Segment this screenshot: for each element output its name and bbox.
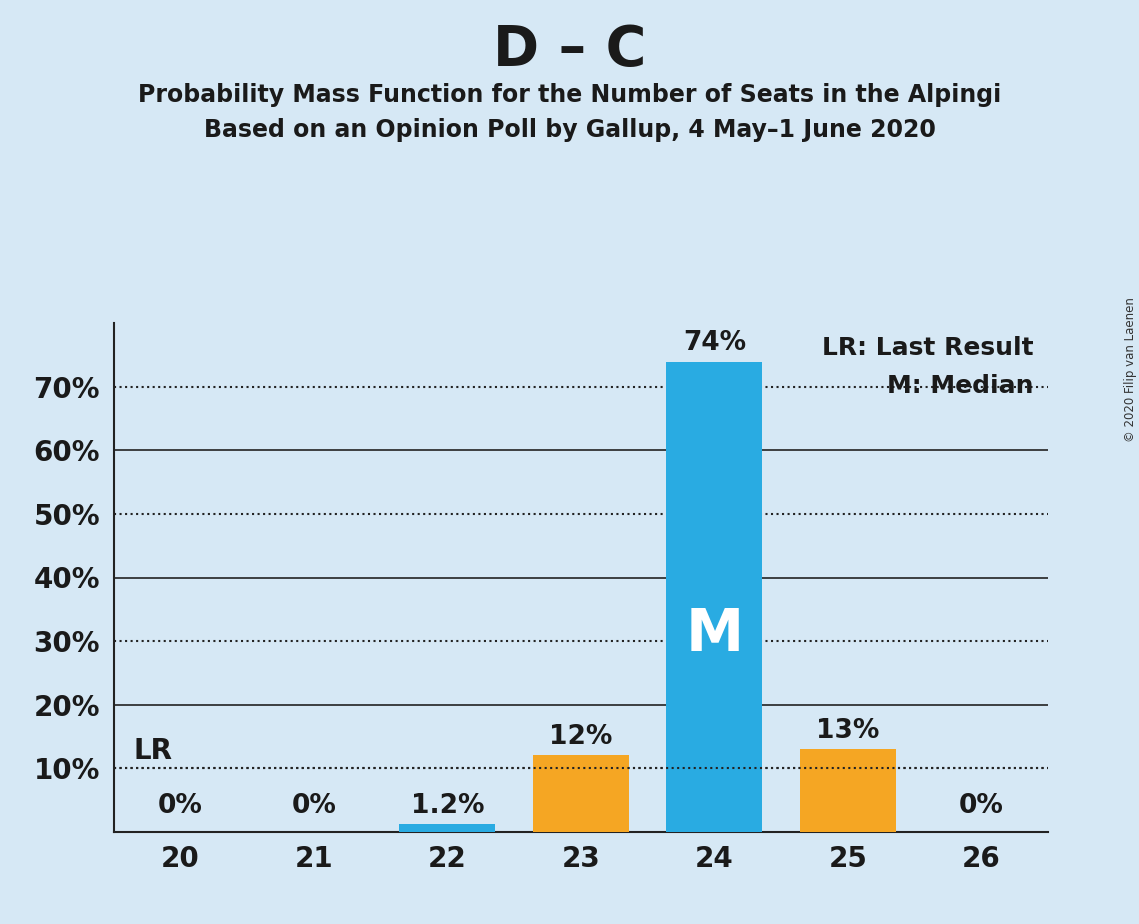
Text: 13%: 13% [816,718,879,744]
Text: 0%: 0% [292,793,336,820]
Bar [400,824,495,832]
Text: 74%: 74% [682,331,746,357]
Text: 12%: 12% [549,724,613,750]
Bar [533,756,629,832]
Bar [800,749,895,832]
Text: M: M [686,605,744,663]
Text: © 2020 Filip van Laenen: © 2020 Filip van Laenen [1124,298,1137,442]
Text: Probability Mass Function for the Number of Seats in the Alpingi: Probability Mass Function for the Number… [138,83,1001,107]
Text: M: Median: M: Median [887,374,1034,398]
Text: LR: Last Result: LR: Last Result [822,336,1034,360]
Text: 0%: 0% [158,793,203,820]
Text: LR: LR [134,737,173,765]
Bar [666,361,762,832]
Text: 1.2%: 1.2% [411,793,484,819]
Text: Based on an Opinion Poll by Gallup, 4 May–1 June 2020: Based on an Opinion Poll by Gallup, 4 Ma… [204,118,935,142]
Text: D – C: D – C [493,23,646,77]
Text: 0%: 0% [959,793,1003,820]
